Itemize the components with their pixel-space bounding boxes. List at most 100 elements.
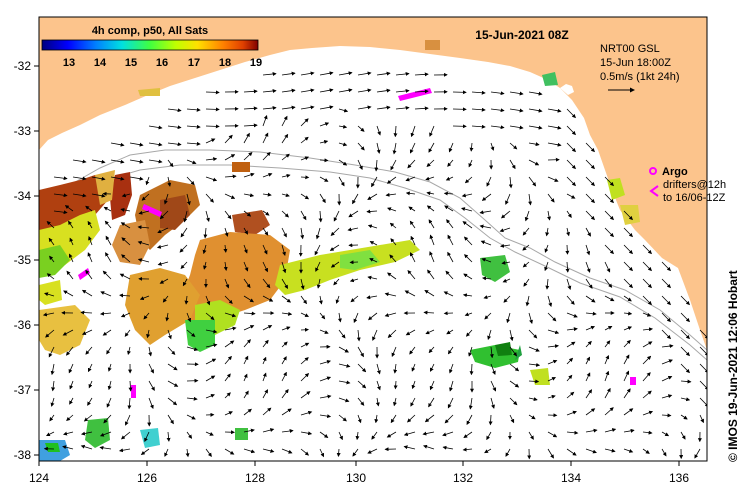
current-vector: [661, 344, 674, 349]
current-vector: [262, 407, 272, 416]
current-vector: [393, 397, 397, 407]
current-vector: [585, 295, 596, 303]
map-frame: [38, 16, 708, 462]
current-vector: [72, 159, 87, 164]
current-vector: [137, 258, 150, 263]
current-vector: [623, 388, 631, 399]
current-vector: [300, 431, 313, 436]
current-vector: [205, 312, 215, 321]
current-vector: [369, 258, 378, 263]
current-vector: [243, 355, 249, 365]
current-vector: [205, 358, 217, 365]
current-vector: [91, 159, 106, 164]
current-vector: [243, 227, 249, 235]
current-vector: [224, 448, 235, 455]
current-vector: [505, 448, 511, 457]
current-vector: [224, 411, 233, 416]
lon-label: 132: [453, 471, 473, 485]
current-vector: [680, 379, 692, 384]
current-vector: [623, 370, 630, 382]
current-vector: [423, 444, 435, 450]
current-vector: [350, 295, 359, 303]
current-vector: [183, 210, 188, 223]
current-vector: [547, 142, 562, 147]
current-vector: [642, 410, 654, 416]
current-vector: [319, 329, 329, 334]
current-scale: 0.5m/s (1kt 24h): [600, 71, 679, 83]
current-vector: [262, 210, 270, 216]
current-vector: [315, 227, 321, 240]
current-vector: [83, 414, 93, 422]
current-vector: [159, 278, 169, 284]
current-vector: [338, 176, 345, 187]
current-vector: [699, 380, 707, 391]
current-vector: [411, 363, 416, 372]
current-vector: [100, 291, 112, 297]
current-vector: [319, 312, 326, 320]
current-vector: [429, 234, 435, 246]
current-vector: [300, 391, 311, 399]
current-vector: [182, 278, 188, 287]
current-vector: [357, 125, 365, 132]
current-vector: [148, 380, 155, 391]
current-vector: [167, 108, 182, 113]
current-vector: [623, 278, 633, 289]
current-vector: [489, 346, 494, 359]
current-vector: [566, 278, 572, 290]
current-vector: [547, 394, 556, 399]
current-vector: [414, 72, 429, 77]
current-vector: [81, 289, 93, 297]
current-vector: [243, 132, 250, 144]
current-vector: [205, 138, 216, 144]
current-vector: [585, 261, 591, 273]
current-vector: [186, 329, 196, 338]
current-vector: [262, 428, 275, 433]
current-vector: [338, 363, 351, 368]
colorbar-tick: 13: [63, 57, 75, 69]
current-vector: [566, 391, 575, 399]
current-vector: [490, 125, 505, 130]
current-vector: [623, 339, 631, 348]
current-vector: [87, 220, 93, 229]
current-vector: [604, 428, 617, 433]
argo-legend-icon: [649, 167, 657, 175]
current-vector: [110, 176, 125, 181]
current-vector: [480, 240, 492, 246]
drifters-time-label: to 16/06-12Z: [663, 192, 726, 204]
current-vector: [623, 408, 634, 416]
current-vector: [68, 363, 74, 374]
current-vector: [547, 359, 558, 365]
current-vector: [148, 346, 153, 357]
current-vector: [224, 174, 237, 179]
current-vector: [262, 89, 277, 94]
current-vector: [585, 356, 590, 365]
current-vector: [319, 193, 326, 204]
current-vector: [661, 448, 667, 457]
current-vector: [443, 191, 454, 196]
current-vector: [224, 193, 236, 199]
current-vector: [505, 193, 511, 205]
current-vector: [642, 295, 652, 306]
current-vector: [585, 176, 595, 187]
current-vector: [88, 363, 93, 373]
current-vector: [357, 363, 367, 373]
current-vector: [338, 380, 351, 385]
current-vector: [403, 445, 416, 450]
current-vector: [107, 363, 112, 372]
current-vectors: [42, 71, 707, 460]
current-vector: [642, 448, 650, 454]
current-vector: [680, 363, 690, 374]
current-vector: [604, 193, 614, 204]
current-vector: [407, 269, 416, 280]
current-vector: [585, 389, 593, 399]
current-vector: [525, 295, 530, 307]
current-vector: [680, 397, 691, 402]
current-vector: [585, 227, 591, 237]
current-vector: [224, 312, 237, 318]
current-vector: [159, 210, 169, 220]
current-vector: [366, 209, 378, 214]
current-vector: [490, 380, 497, 392]
current-vector: [547, 344, 559, 349]
current-vector: [464, 312, 473, 317]
current-vector: [338, 108, 349, 113]
